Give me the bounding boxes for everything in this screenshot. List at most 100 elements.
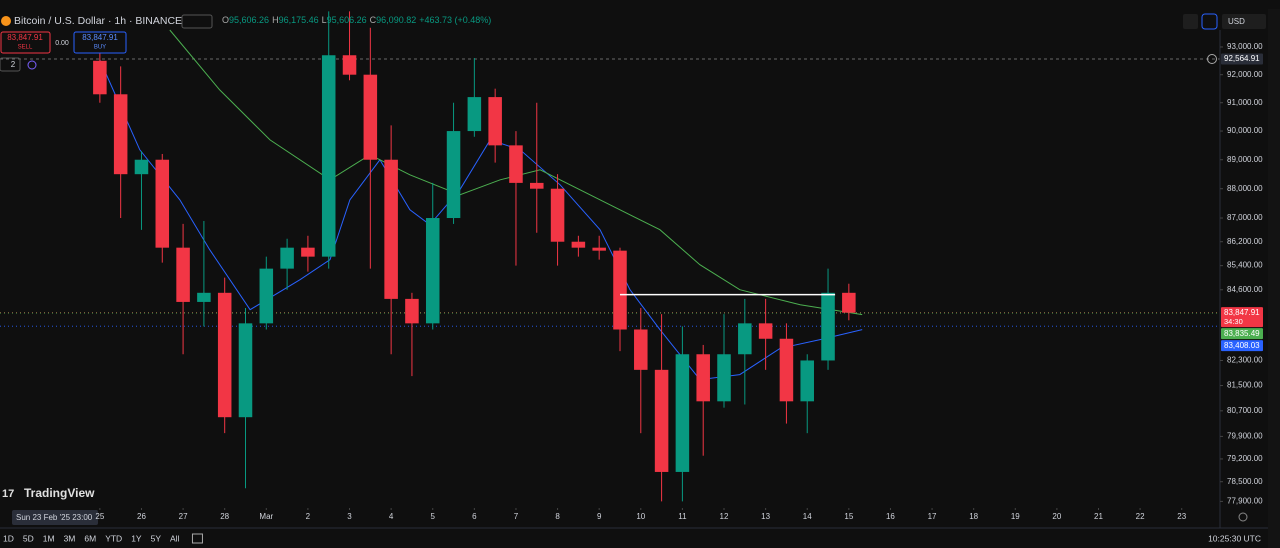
ohlc-key: H xyxy=(272,15,279,25)
sell-button[interactable] xyxy=(0,31,51,54)
candle-body xyxy=(238,323,253,418)
candle-body xyxy=(197,292,211,302)
ohlc-value: 95,606.26 xyxy=(327,15,367,25)
logo: ⁠ TradingView 17 xyxy=(2,486,95,500)
price-label-box xyxy=(1221,328,1263,340)
y-tick-label: 77,900.00 xyxy=(1227,497,1263,506)
candle-body xyxy=(467,97,482,132)
range-button[interactable]: 1D xyxy=(3,533,14,543)
ohlc-value: 96,175.46 xyxy=(279,15,319,25)
buy-button[interactable] xyxy=(73,31,127,54)
range-button[interactable]: 6M xyxy=(84,533,96,543)
range-button[interactable]: YTD xyxy=(105,533,122,543)
y-tick-label: 81,500.00 xyxy=(1227,381,1263,390)
crosshair-time: Sun 23 Feb '25 23:00 xyxy=(16,513,93,522)
header-menu[interactable] xyxy=(181,14,213,29)
symbol-title[interactable]: Bitcoin / U.S. Dollar · 1h · BINANCE xyxy=(14,15,182,27)
candle-body xyxy=(571,241,586,248)
logo-text: TradingView xyxy=(24,486,95,500)
date-range-icon[interactable] xyxy=(191,533,203,544)
x-tick-label: 16 xyxy=(886,512,895,521)
x-tick-label: 18 xyxy=(969,512,978,521)
x-tick-label: 19 xyxy=(1011,512,1020,521)
price-label-box xyxy=(1221,340,1263,352)
logo-glyph: 17 xyxy=(2,488,14,500)
price-label: 92,564.91 xyxy=(1224,54,1260,63)
candle-body xyxy=(342,55,357,75)
x-tick-label: 8 xyxy=(555,512,560,521)
y-tick-label: 82,300.00 xyxy=(1227,356,1263,365)
range-button[interactable]: 1M xyxy=(43,533,55,543)
buy-label: BUY xyxy=(94,45,106,51)
x-tick-label: 28 xyxy=(220,512,229,521)
alert-icon[interactable] xyxy=(1207,53,1217,64)
candle-body xyxy=(530,182,544,189)
candle-body xyxy=(821,292,835,361)
y-tick-label: 85,400.00 xyxy=(1227,261,1263,270)
range-button[interactable]: All xyxy=(170,533,180,543)
candle-body xyxy=(800,360,814,402)
candle-body xyxy=(280,247,294,269)
candle-body xyxy=(93,60,107,95)
y-tick-label: 87,000.00 xyxy=(1227,213,1263,222)
candle-body xyxy=(155,159,170,248)
range-button[interactable]: 5Y xyxy=(151,533,162,543)
candle-body xyxy=(779,338,794,402)
sync-button[interactable] xyxy=(1201,13,1218,30)
candle-body xyxy=(550,188,565,242)
right-toolbar xyxy=(1268,0,1280,548)
ohlc-change: +463.73 (+0.48%) xyxy=(419,15,491,25)
candle-body xyxy=(634,329,648,370)
candle-body xyxy=(758,323,773,339)
range-button[interactable]: 1Y xyxy=(131,533,142,543)
candle-body xyxy=(217,292,232,418)
countdown: 34:30 xyxy=(1224,317,1243,326)
price-label-box xyxy=(1221,53,1263,65)
indicator-toggle[interactable] xyxy=(0,57,21,72)
x-tick-label: 3 xyxy=(347,512,352,521)
candle-body xyxy=(384,159,398,299)
range-button[interactable]: 5D xyxy=(23,533,34,543)
x-tick-label: 13 xyxy=(761,512,770,521)
x-tick-label: 2 xyxy=(306,512,311,521)
candle-body xyxy=(488,97,502,146)
x-tick-label: 9 xyxy=(597,512,602,521)
plot xyxy=(0,11,1220,502)
candle-body xyxy=(717,354,731,402)
x-tick-label: 10 xyxy=(636,512,645,521)
x-tick-label: 7 xyxy=(514,512,519,521)
x-tick-label: 14 xyxy=(803,512,812,521)
x-tick-label: 12 xyxy=(720,512,729,521)
candle-body xyxy=(654,369,669,472)
candle-body xyxy=(134,159,149,175)
x-tick-label: 23 xyxy=(1177,512,1186,521)
x-tick-label: 17 xyxy=(928,512,937,521)
y-tick-label: 79,900.00 xyxy=(1227,431,1263,440)
x-tick-label: 22 xyxy=(1136,512,1145,521)
candle-body xyxy=(301,247,315,257)
range-button[interactable]: 3M xyxy=(64,533,76,543)
candle-body xyxy=(446,131,461,219)
price-label: 83,835.49 xyxy=(1224,329,1260,338)
candle-body xyxy=(613,250,627,330)
x-tick-label: 11 xyxy=(678,512,687,521)
x-tick-label: 5 xyxy=(431,512,436,521)
sell-price: 83,847.91 xyxy=(7,33,43,42)
download-button[interactable] xyxy=(1183,14,1198,29)
candle-body xyxy=(113,94,128,175)
candle-body xyxy=(321,55,336,257)
price-label-box xyxy=(1221,307,1263,328)
currency-select[interactable] xyxy=(1222,14,1266,29)
y-tick-label: 93,000.00 xyxy=(1227,42,1263,51)
settings-icon[interactable] xyxy=(1238,512,1248,522)
candle-body xyxy=(259,268,274,324)
ohlc-value: 96,090.82 xyxy=(376,15,416,25)
y-tick-label: 91,000.00 xyxy=(1227,98,1263,107)
clock: 10:25:30 UTC xyxy=(1208,533,1261,543)
candle-body xyxy=(696,354,710,402)
candle-body xyxy=(509,145,523,183)
x-tick-label: 20 xyxy=(1052,512,1061,521)
top-bar xyxy=(0,0,1280,9)
ohlc-key: O xyxy=(222,15,229,25)
ohlc-value: 95,606.26 xyxy=(229,15,269,25)
